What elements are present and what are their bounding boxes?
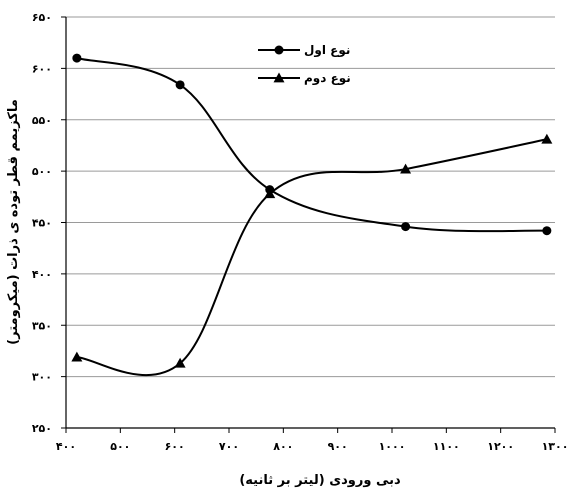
x-tick-label: ۱۲۰۰ [487, 440, 514, 453]
x-axis-title: دبی ورودی (لیتر بر ثانیه) [239, 473, 401, 488]
data-point [542, 226, 552, 236]
x-tick-labels: ۴۰۰ ۵۰۰ ۶۰۰ ۷۰۰ ۸۰۰ ۹۰۰ ۱۰۰۰ ۱۱۰۰ ۱۲۰۰ ۱۳۰۰ [56, 440, 569, 453]
gridlines [66, 16, 555, 378]
x-tick-label: ۴۰۰ [56, 440, 76, 453]
y-tick-labels: ۲۵۰ ۳۰۰ ۳۵۰ ۴۰۰ ۴۵۰ ۵۰۰ ۵۵۰ ۶۰۰ ۶۵۰ [32, 11, 52, 435]
data-point [401, 222, 411, 232]
data-point [541, 133, 553, 144]
data-point [174, 357, 186, 368]
y-tick-label: ۳۰۰ [32, 371, 52, 384]
data-point [175, 80, 185, 90]
x-tick-label: ۱۰۰۰ [379, 440, 406, 453]
legend-entry-1: نوع اول [258, 43, 350, 58]
legend-label: نوع دوم [304, 71, 351, 86]
legend-marker [273, 72, 285, 83]
y-tick-label: ۳۵۰ [32, 319, 52, 332]
axes [61, 16, 556, 433]
legend-entry-2: نوع دوم [258, 71, 351, 86]
series-2 [71, 133, 553, 376]
legend-label: نوع اول [304, 43, 350, 58]
x-tick-label: ۸۰۰ [273, 440, 293, 453]
legend: نوع اول نوع دوم [258, 43, 351, 86]
y-tick-label: ۴۵۰ [32, 217, 52, 230]
y-tick-label: ۵۰۰ [32, 165, 52, 178]
x-tick-label: ۱۳۰۰ [542, 440, 569, 453]
x-tick-label: ۹۰۰ [328, 440, 348, 453]
y-axis-title: ماکزیمم قطر توده ی ذرات (میکرومتر) [6, 99, 21, 345]
series-group [71, 53, 553, 376]
x-tick-label: ۵۰۰ [110, 440, 130, 453]
series-line [76, 138, 548, 376]
y-tick-label: ۶۰۰ [32, 62, 52, 75]
y-tick-label: ۲۵۰ [32, 422, 52, 435]
x-tick-label: ۷۰۰ [219, 440, 239, 453]
data-point [400, 163, 412, 174]
data-point [71, 351, 83, 362]
data-point [72, 53, 82, 63]
data-point [264, 188, 276, 199]
y-tick-label: ۶۵۰ [32, 11, 52, 24]
x-tick-label: ۶۰۰ [165, 440, 185, 453]
legend-marker [274, 45, 284, 55]
x-tick-label: ۱۱۰۰ [433, 440, 460, 453]
y-tick-label: ۵۵۰ [32, 114, 52, 127]
y-tick-label: ۴۰۰ [32, 268, 52, 281]
